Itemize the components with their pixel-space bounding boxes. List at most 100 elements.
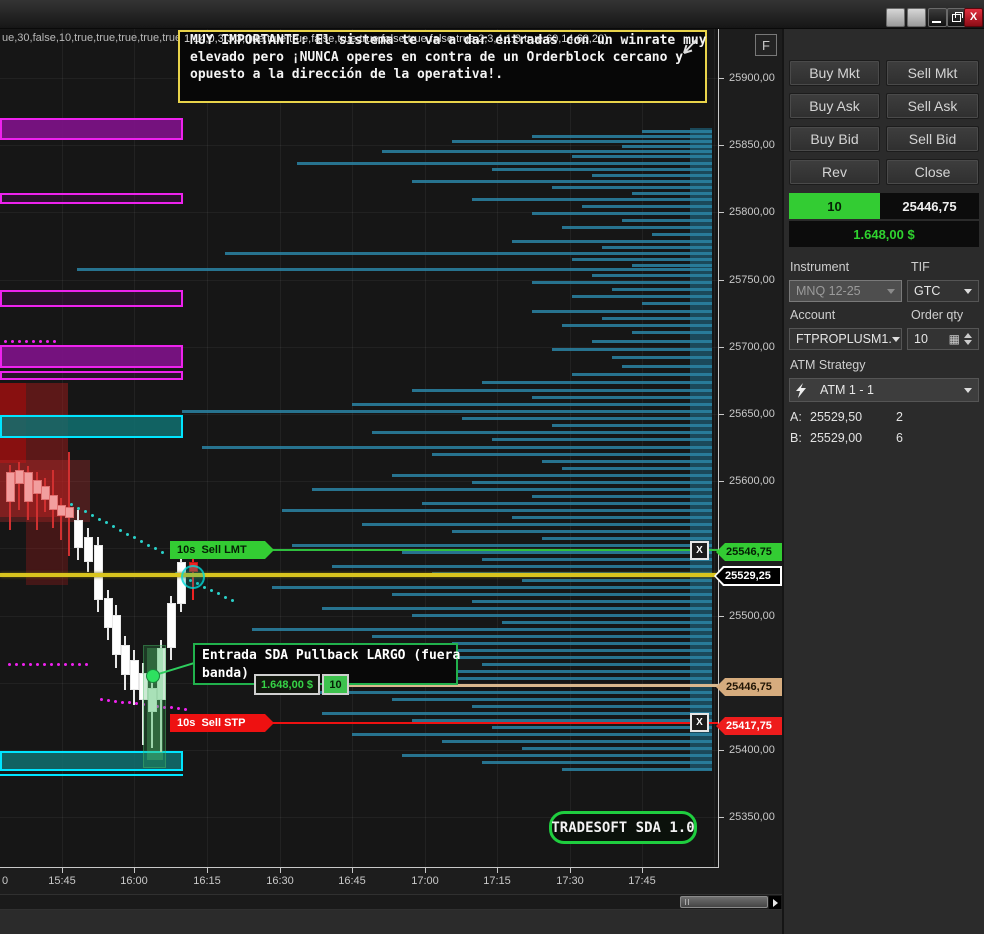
volume-profile-bar: [232, 670, 712, 673]
time-tick-label: 17:45: [628, 875, 656, 887]
tif-selector[interactable]: GTC: [907, 280, 979, 302]
time-tick-dash: [497, 868, 498, 873]
window-button-1[interactable]: [886, 8, 905, 27]
candle-wick: [68, 452, 70, 556]
titlebar[interactable]: X: [0, 0, 984, 29]
cancel-limit-order-button[interactable]: X: [690, 541, 709, 560]
close-icon: X: [696, 717, 703, 728]
dotted-indicator-dot: [217, 592, 220, 596]
volume-profile-bar: [462, 417, 712, 420]
dotted-indicator-dot: [133, 536, 136, 540]
candle-wick: [60, 498, 62, 540]
volume-profile-bar: [472, 198, 712, 201]
atm-strategy-selector[interactable]: ATM 1 - 1: [789, 378, 979, 402]
volume-profile-bar: [452, 530, 712, 533]
candle-body: [104, 598, 113, 628]
bid-quote-size: 6: [896, 431, 903, 445]
candle-wick: [18, 462, 20, 510]
calculator-icon[interactable]: ▦: [948, 332, 960, 346]
account-selector[interactable]: FTPROPLUSM1.: [789, 328, 902, 350]
sell-mkt-button[interactable]: Sell Mkt: [886, 60, 979, 86]
sell-bid-button[interactable]: Sell Bid: [886, 126, 979, 152]
candle-body: [167, 603, 176, 648]
buy-bid-button[interactable]: Buy Bid: [789, 126, 880, 152]
volume-profile-bar: [562, 226, 712, 229]
selection-halo: [181, 565, 205, 589]
entry-annotation-line2: banda): [202, 666, 249, 681]
price-axis[interactable]: 25900,00 25850,00 25800,00 25750,00 25700,00…: [719, 28, 782, 868]
volume-profile-bar: [77, 268, 712, 271]
volume-profile-bar: [512, 516, 712, 519]
sell-ask-button[interactable]: Sell Ask: [886, 93, 979, 119]
bid-quote-side: B:: [790, 431, 802, 445]
gridline-horizontal: [0, 414, 718, 415]
volume-profile-bar: [572, 373, 712, 376]
candle-body: [139, 673, 148, 700]
chart-f-button[interactable]: F: [755, 34, 777, 56]
price-tick-dash: [719, 616, 724, 617]
volume-profile-bar: [472, 705, 712, 708]
candle-body: [130, 660, 139, 690]
indicator-parameters-text: ue,30,false,10,true,true,true,true,true,…: [2, 32, 191, 44]
volume-profile-bar: [392, 593, 712, 596]
dotted-indicator-dot: [32, 340, 35, 343]
volume-profile-bar: [412, 180, 712, 183]
order-qty-input[interactable]: 10 ▦: [907, 328, 979, 350]
price-tick-label: 25350,00: [729, 811, 775, 823]
orderblock-magenta: [0, 193, 183, 204]
gridline-vertical: [134, 28, 135, 867]
volume-profile-bar: [202, 446, 712, 449]
horizontal-scrollbar[interactable]: [0, 894, 782, 910]
time-tick-label: 17:15: [483, 875, 511, 887]
scrollbar-thumb[interactable]: [680, 896, 768, 908]
minimize-button[interactable]: [928, 8, 947, 27]
candle-body: [74, 520, 83, 548]
dotted-indicator-dot: [140, 539, 143, 543]
time-tick-dash: [570, 868, 571, 873]
volume-profile-bar: [482, 381, 712, 384]
cancel-stop-order-button[interactable]: X: [690, 713, 709, 732]
sell-limit-line[interactable]: [254, 549, 718, 551]
instrument-selector[interactable]: MNQ 12-25: [789, 280, 902, 302]
volume-profile-bar: [442, 740, 712, 743]
entry-qty-chip: 10: [322, 674, 349, 695]
buy-ask-button[interactable]: Buy Ask: [789, 93, 880, 119]
volume-profile-bar: [452, 642, 712, 645]
sell-stop-line[interactable]: [254, 722, 718, 724]
volume-profile-bar: [582, 205, 712, 208]
volume-profile-bar: [322, 607, 712, 610]
buy-mkt-button[interactable]: Buy Mkt: [789, 60, 880, 86]
dotted-indicator-dot: [114, 699, 117, 703]
volume-profile-bar: [592, 274, 712, 277]
window-button-2[interactable]: [907, 8, 926, 27]
restore-icon: [952, 14, 961, 22]
price-tick-dash: [719, 347, 724, 348]
restore-button[interactable]: [947, 8, 966, 27]
drawing-cursor-icon: [683, 38, 698, 54]
close-window-button[interactable]: X: [964, 8, 983, 27]
qty-stepper[interactable]: [964, 333, 972, 345]
time-axis[interactable]: 0 15:45 16:00 16:15 16:30 16:45 17:00 17:15 17:3…: [0, 868, 782, 894]
time-tick-label: 17:30: [556, 875, 584, 887]
time-tick-dash: [62, 868, 63, 873]
volume-profile-bar: [292, 649, 712, 652]
position-pnl-cell: 1.648,00 $: [789, 221, 979, 247]
candle-body: [41, 486, 50, 500]
volume-profile-bar: [432, 453, 712, 456]
dotted-indicator-dot: [71, 663, 74, 666]
close-button[interactable]: Close: [886, 159, 979, 185]
volume-profile-bar: [632, 264, 712, 267]
volume-profile-bar: [297, 162, 712, 165]
sell-stop-order-label[interactable]: 10s Sell STP: [170, 714, 274, 732]
dotted-indicator-dot: [11, 340, 14, 343]
scrollbar-grip: [685, 899, 686, 905]
warning-line1: MUY IMPORTANTE: El sistema te va a dar e…: [190, 33, 707, 48]
gridline-vertical: [62, 28, 63, 867]
volume-profile-bar: [552, 186, 712, 189]
rev-button[interactable]: Rev: [789, 159, 880, 185]
scrollbar-right-arrow[interactable]: [769, 896, 781, 909]
sell-limit-order-label[interactable]: 10s Sell LMT: [170, 541, 274, 559]
volume-profile-bar: [642, 130, 712, 133]
volume-profile-bar: [522, 747, 712, 750]
